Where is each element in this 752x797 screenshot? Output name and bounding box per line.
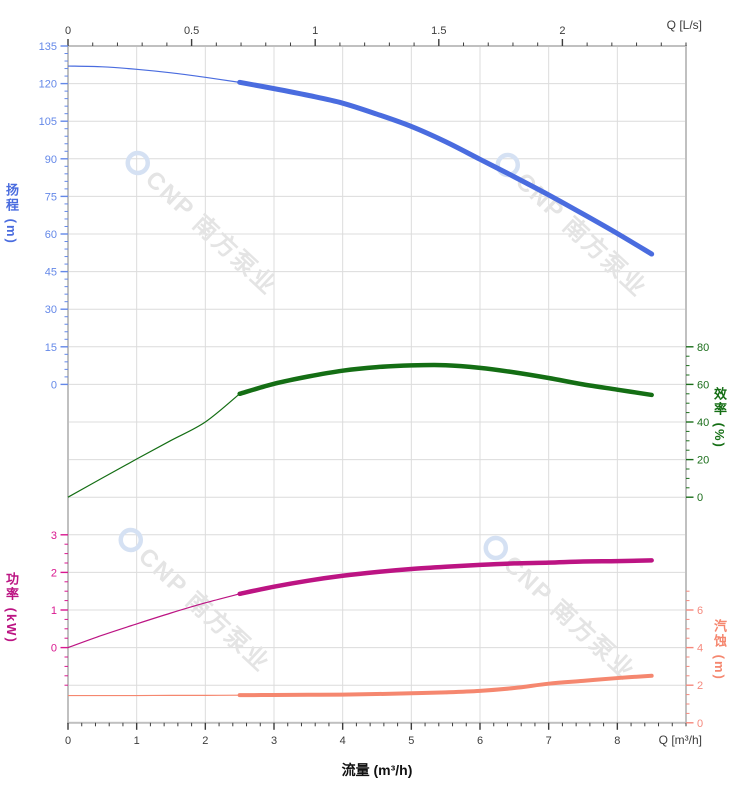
axis-tick-label: 0 — [51, 643, 57, 655]
axis-tick-label: 6 — [697, 605, 703, 617]
axis-tick-label: 15 — [45, 342, 57, 354]
svg-text:CNP 南方泵业: CNP 南方泵业 — [140, 165, 283, 301]
bottom-axis-tick-label: 0 — [65, 735, 71, 747]
axis-tick-label: 80 — [697, 342, 709, 354]
bottom-axis-tick-label: 2 — [202, 735, 208, 747]
axis-tick-label: 90 — [45, 154, 57, 166]
bottom-axis-tick-label: 6 — [477, 735, 483, 747]
power-axis-title: 功率 (kW) — [4, 572, 19, 644]
top-axis-tick-label: 1.5 — [431, 25, 446, 37]
axis-tick-label: 0 — [697, 492, 703, 504]
axis-tick-label: 30 — [45, 304, 57, 316]
top-axis-unit-label: Q [L/s] — [666, 18, 702, 32]
flow-axis-title: 流量 (m³/h) — [341, 762, 413, 778]
power-curve — [237, 558, 654, 597]
axis-tick-label: 20 — [697, 455, 709, 467]
bottom-axis-tick-label: 5 — [408, 735, 414, 747]
axis-tick-label: 75 — [45, 191, 57, 203]
axis-tick-label: 120 — [39, 79, 57, 91]
watermark: CNP 南方泵业 — [483, 535, 641, 686]
head-curve — [237, 79, 655, 257]
axis-tick-label: 0 — [697, 718, 703, 730]
axis-tick-label: 0 — [51, 379, 57, 391]
watermark: CNP 南方泵业 — [495, 152, 653, 303]
axis-tick-label: 60 — [45, 229, 57, 241]
axis-tick-label: 2 — [51, 567, 57, 579]
bottom-axis-tick-label: 8 — [614, 735, 620, 747]
axis-tick-label: 4 — [697, 643, 703, 655]
bottom-axis-tick-label: 4 — [340, 735, 346, 747]
head-axis-title: 扬程 (m) — [4, 183, 19, 245]
bottom-axis-tick-label: 3 — [271, 735, 277, 747]
watermark: CNP 南方泵业 — [125, 150, 283, 301]
top-axis-tick-label: 0.5 — [184, 25, 199, 37]
power-curve-extrapolated — [67, 593, 240, 649]
axis-tick-label: 45 — [45, 267, 57, 279]
efficiency-axis-title: 效率 (%) — [712, 387, 727, 449]
top-axis-tick-label: 2 — [559, 25, 565, 37]
npsh-axis-title: 汽蚀 (m) — [712, 619, 727, 681]
axis-tick-label: 1 — [51, 605, 57, 617]
bottom-axis-tick-label: 1 — [134, 735, 140, 747]
head-curve-extrapolated — [67, 65, 240, 83]
axis-tick-label: 105 — [39, 116, 57, 128]
axis-tick-label: 2 — [697, 680, 703, 692]
efficiency-curve — [237, 362, 654, 398]
watermark: CNP 南方泵业 — [118, 527, 276, 678]
axis-tick-label: 60 — [697, 379, 709, 391]
bottom-axis-unit-label: Q [m³/h] — [658, 733, 702, 747]
efficiency-curve-extrapolated — [67, 393, 241, 498]
axis-tick-label: 135 — [39, 41, 57, 53]
svg-text:CNP 南方泵业: CNP 南方泵业 — [498, 550, 641, 686]
top-axis-tick-label: 1 — [312, 25, 318, 37]
top-axis-tick-label: 0 — [65, 25, 71, 37]
bottom-axis-tick-label: 7 — [546, 735, 552, 747]
axis-tick-label: 40 — [697, 417, 709, 429]
npsh-curve — [237, 673, 654, 698]
axis-tick-label: 3 — [51, 530, 57, 542]
